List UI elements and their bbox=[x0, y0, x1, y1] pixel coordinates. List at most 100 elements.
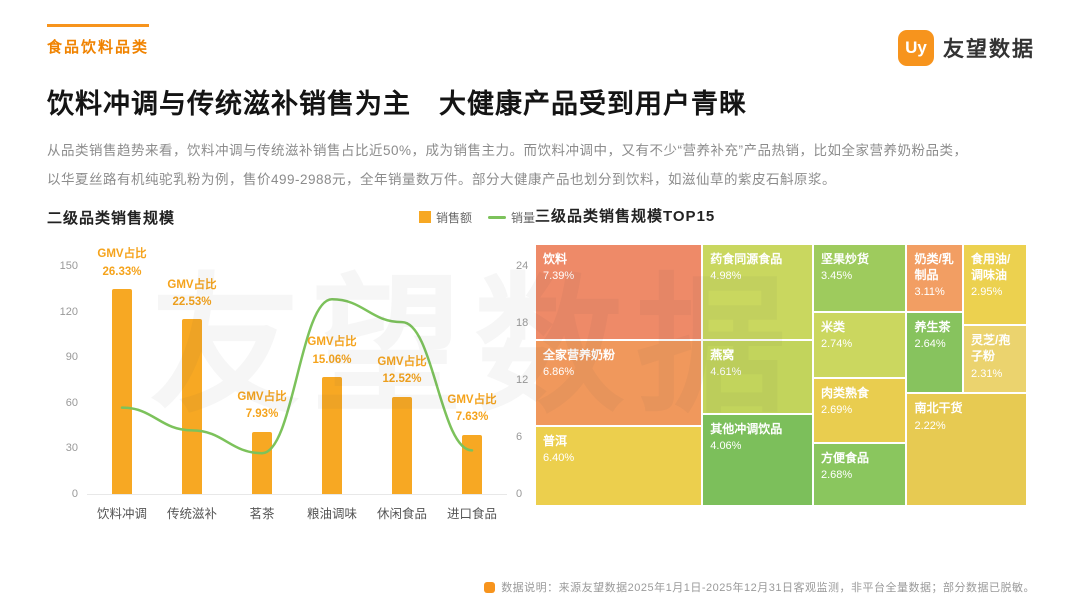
treemap-cell-label: 燕窝 bbox=[710, 347, 735, 362]
right-axis-tick: 0 bbox=[516, 488, 523, 500]
treemap-cell-label: 肉类熟食 bbox=[820, 385, 869, 400]
gmv-share-value: 7.93% bbox=[245, 408, 279, 421]
treemap-cell: 米类 2.74% bbox=[812, 312, 907, 378]
treemap-cell-label: 奶类/乳制品 bbox=[914, 252, 954, 283]
treemap-cell: 其他冲调饮品 4.06% bbox=[702, 414, 813, 506]
treemap-cell-value: 2.22% bbox=[914, 419, 946, 432]
treemap-chart: 饮料 7.39% 药食同源食品 4.98% 坚果炒货 3.45% 奶类/乳制品 3.11% 食用… bbox=[535, 244, 1027, 506]
treemap-cell-label: 南北干货 bbox=[914, 401, 963, 416]
volume-legend-swatch bbox=[487, 215, 506, 219]
gmv-share-value: 12.52% bbox=[382, 373, 422, 386]
sales-bar bbox=[322, 376, 342, 494]
treemap-cell-value: 6.40% bbox=[543, 452, 575, 465]
gmv-share-label: GMV占比 12.52% bbox=[377, 354, 426, 389]
treemap-cell-value: 2.74% bbox=[820, 338, 853, 351]
bar-line-chart: GMV占比 26.33% 饮料冲调 GMV占比 22.53% 传统滋补 GMV占比 7.93%… bbox=[47, 239, 535, 539]
bar-chart-title: 二级品类销售规模 bbox=[47, 209, 176, 227]
left-axis-tick: 60 bbox=[65, 396, 78, 409]
bar-chart-header: 二级品类销售规模 销售额 销量 bbox=[47, 205, 535, 229]
bar-chart-panel: 二级品类销售规模 销售额 销量 GMV占比 2 bbox=[47, 205, 535, 539]
category-label: 休闲食品 bbox=[376, 507, 428, 521]
treemap-cell: 肉类熟食 2.69% bbox=[812, 377, 907, 444]
treemap-cell-value: 3.45% bbox=[820, 270, 853, 283]
treemap-cell-value: 6.86% bbox=[543, 365, 575, 378]
treemap-cell-label: 其他冲调饮品 bbox=[710, 422, 783, 437]
category-label: 进口食品 bbox=[446, 507, 498, 521]
volume-line bbox=[120, 298, 474, 455]
treemap-cell-value: 4.98% bbox=[710, 270, 742, 283]
chart-legend: 销售额 销量 bbox=[418, 209, 535, 226]
gmv-share-prefix: GMV占比 bbox=[237, 391, 287, 404]
treemap-cell-value: 2.95% bbox=[971, 286, 1003, 299]
treemap-cell: 灵芝/孢子粉 2.31% bbox=[963, 325, 1027, 394]
brand-logo: Uy 友望数据 bbox=[898, 30, 1035, 66]
volume-legend-label: 销量 bbox=[510, 210, 535, 225]
legend-item-sales: 销售额 bbox=[418, 209, 472, 226]
gmv-share-value: 26.33% bbox=[102, 265, 142, 278]
gmv-share-prefix: GMV占比 bbox=[167, 278, 217, 291]
footer-note: 数据说明：来源友望数据2025年1月1日-2025年12月31日客观监测，非平台… bbox=[484, 579, 1035, 595]
legend-item-volume: 销量 bbox=[487, 209, 535, 226]
gmv-share-prefix: GMV占比 bbox=[447, 394, 497, 407]
right-axis-tick: 6 bbox=[516, 431, 523, 443]
treemap-cell-label: 普洱 bbox=[543, 434, 568, 449]
brand-logo-text: 友望数据 bbox=[943, 38, 1035, 61]
treemap-cell-label: 全家营养奶粉 bbox=[543, 347, 616, 362]
bar-chart-plot-area: GMV占比 26.33% 饮料冲调 GMV占比 22.53% 传统滋补 GMV占比 7.93%… bbox=[60, 248, 529, 521]
treemap-cell-label: 养生茶 bbox=[914, 320, 951, 335]
info-icon bbox=[484, 581, 496, 593]
gmv-share-value: 15.06% bbox=[312, 353, 352, 366]
left-axis-tick: 30 bbox=[65, 442, 78, 455]
page-title: 饮料冲调与传统滋补销售为主 大健康产品受到用户青睐 bbox=[47, 89, 747, 119]
treemap-cell: 全家营养奶粉 6.86% bbox=[535, 339, 703, 427]
sales-bar bbox=[392, 396, 412, 494]
gmv-share-label: GMV占比 7.93% bbox=[237, 389, 286, 424]
treemap-cell-label: 米类 bbox=[820, 320, 845, 335]
left-axis-tick: 150 bbox=[59, 260, 78, 272]
summary-line-1: 从品类销售趋势来看，饮料冲调与传统滋补销售占比近50%，成为销售主力。而饮料冲调… bbox=[47, 143, 968, 158]
sales-bar bbox=[252, 431, 272, 494]
category-label: 传统滋补 bbox=[166, 507, 218, 521]
gmv-share-label: GMV占比 7.63% bbox=[447, 392, 496, 427]
treemap-cell-label: 食用油/调味油 bbox=[971, 252, 1011, 283]
treemap-cell-value: 3.11% bbox=[914, 286, 945, 299]
treemap-cell-label: 饮料 bbox=[543, 252, 568, 266]
treemap-cell: 燕窝 4.61% bbox=[702, 339, 813, 415]
treemap-cell-value: 7.39% bbox=[543, 270, 575, 283]
treemap-cell-label: 坚果炒货 bbox=[820, 252, 869, 266]
right-axis-tick: 24 bbox=[516, 260, 529, 272]
treemap-panel: 三级品类销售规模TOP15 饮料 7.39% 药食同源食品 4.98% 坚果炒货 3.45… bbox=[535, 205, 1035, 539]
charts-row: 二级品类销售规模 销售额 销量 GMV占比 2 bbox=[47, 205, 1035, 539]
treemap-cell: 坚果炒货 3.45% bbox=[812, 244, 907, 313]
treemap-cell: 奶类/乳制品 3.11% bbox=[906, 244, 964, 313]
gmv-share-prefix: GMV占比 bbox=[377, 356, 427, 369]
summary-line-2: 以华夏丝路有机纯驼乳粉为例，售价499-2988元，全年销量数万件。部分大健康产… bbox=[47, 172, 837, 188]
brand-logo-icon: Uy bbox=[898, 30, 934, 66]
treemap-cell-value: 4.61% bbox=[710, 365, 742, 378]
gmv-share-value: 22.53% bbox=[172, 295, 212, 308]
gmv-share-label: GMV占比 15.06% bbox=[307, 334, 356, 369]
category-label: 饮料冲调 bbox=[96, 507, 148, 521]
gmv-share-label: GMV占比 22.53% bbox=[167, 277, 216, 312]
gmv-share-label: GMV占比 26.33% bbox=[97, 246, 146, 281]
category-label: 茗茶 bbox=[249, 507, 275, 521]
left-axis-tick: 120 bbox=[59, 305, 78, 318]
treemap-cell-label: 方便食品 bbox=[820, 451, 869, 466]
treemap-cell: 食用油/调味油 2.95% bbox=[963, 244, 1027, 326]
treemap-cell-value: 2.31% bbox=[971, 367, 1003, 380]
footer-text: 数据说明：来源友望数据2025年1月1日-2025年12月31日客观监测，非平台… bbox=[501, 582, 1035, 594]
treemap-cell-label: 灵芝/孢子粉 bbox=[971, 333, 1011, 364]
treemap-cell-label: 药食同源食品 bbox=[710, 252, 783, 266]
category-tag-label: 食品饮料品类 bbox=[47, 24, 150, 57]
sales-bar bbox=[112, 288, 132, 494]
left-axis-tick: 0 bbox=[71, 488, 78, 500]
sales-bar bbox=[182, 319, 202, 494]
treemap-cell-value: 2.64% bbox=[914, 338, 946, 351]
treemap-title: 三级品类销售规模TOP15 bbox=[535, 208, 716, 225]
gmv-share-prefix: GMV占比 bbox=[97, 248, 147, 261]
right-axis-tick: 12 bbox=[516, 374, 529, 386]
treemap-cell: 方便食品 2.68% bbox=[812, 443, 907, 506]
sales-legend-label: 销售额 bbox=[435, 210, 472, 225]
treemap-cell: 饮料 7.39% bbox=[535, 244, 703, 340]
